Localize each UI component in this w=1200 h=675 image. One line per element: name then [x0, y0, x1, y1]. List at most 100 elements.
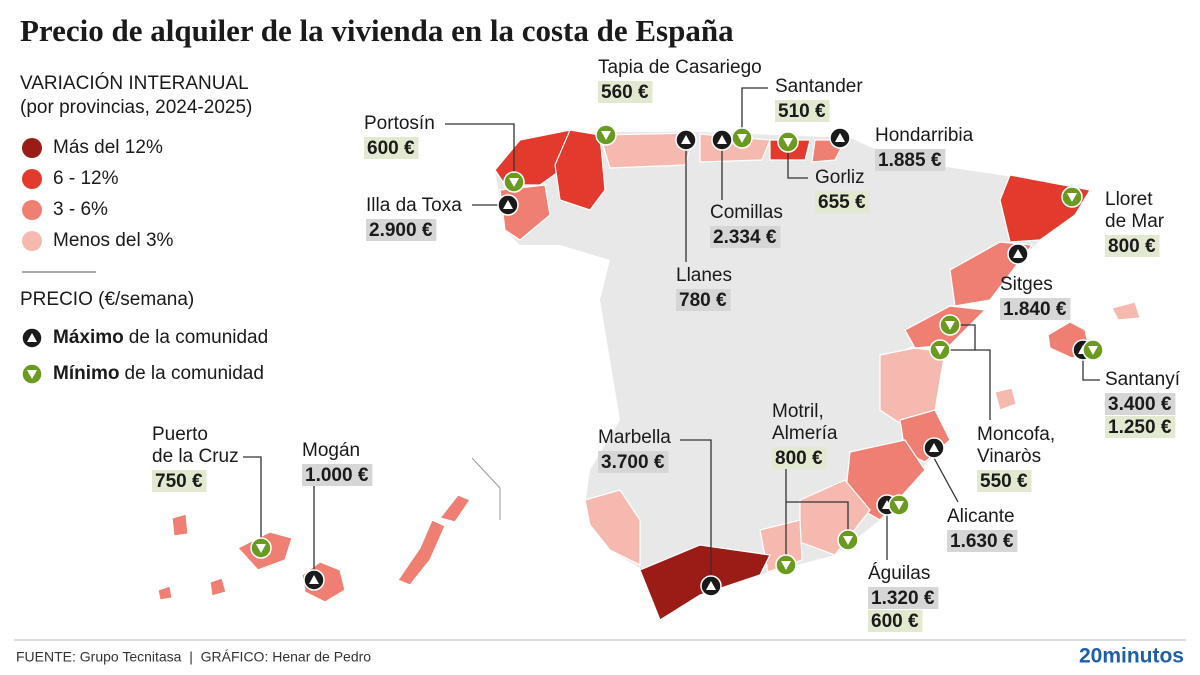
- price-label: 750 €: [155, 471, 203, 492]
- places: Tapia de Casariego 560 € Santander 510 € Por…: [152, 57, 1181, 632]
- marker-arrow: [601, 131, 611, 140]
- price-box: [364, 137, 419, 159]
- price-label: 1.840 €: [1003, 299, 1067, 320]
- price-label: 510 €: [778, 101, 826, 122]
- place-name: Tapia de Casariego: [598, 57, 762, 78]
- leader-line: [933, 457, 959, 503]
- island: [438, 494, 471, 523]
- legend-marker-label: Máximo de la comunidad: [53, 327, 268, 348]
- leader-line: [787, 152, 808, 179]
- price-label: 1.000 €: [305, 465, 369, 486]
- leader-line: [243, 456, 262, 538]
- legend-classes: Más del 12% 6 - 12% 3 - 6% Menos del 3%: [22, 137, 174, 251]
- place-name: Santander: [775, 76, 863, 97]
- price-box: [1000, 298, 1071, 320]
- place-name: Águilas: [868, 563, 930, 584]
- leader-line: [680, 439, 712, 576]
- price-label: 1.630 €: [950, 531, 1014, 552]
- price-label: 3.400 €: [1108, 394, 1172, 415]
- place-name: Vinaròs: [977, 446, 1041, 467]
- marker-arrow: [509, 178, 519, 187]
- price-box: [302, 464, 373, 486]
- marker-arrow: [27, 370, 37, 379]
- price-label: 2.334 €: [713, 227, 777, 248]
- marker-arrow: [935, 346, 945, 355]
- place-name: Mogán: [302, 440, 360, 461]
- mainland: [495, 132, 1090, 620]
- price-box: [947, 530, 1018, 552]
- price-box: [710, 226, 781, 248]
- price-label: 550 €: [980, 471, 1028, 492]
- price-label: 600 €: [871, 611, 919, 632]
- price-box: [875, 149, 946, 171]
- legend-label: Menos del 3%: [53, 230, 174, 251]
- place-name: Alicante: [947, 506, 1015, 527]
- price-box: [868, 610, 923, 632]
- marker-arrow: [717, 135, 727, 144]
- legend-label: 3 - 6%: [53, 199, 108, 220]
- legend-swatch: [22, 231, 42, 251]
- province: [584, 489, 641, 566]
- marker-arrow: [256, 544, 266, 553]
- price-box: [772, 447, 827, 469]
- price-label: 1.320 €: [871, 588, 935, 609]
- legend-marker-bold: Máximo: [53, 327, 124, 348]
- marker-arrow: [929, 443, 939, 452]
- place-name: Puerto: [152, 424, 208, 445]
- place-name: Lloret: [1105, 189, 1153, 210]
- island: [157, 585, 173, 601]
- price-box: [815, 191, 870, 213]
- legend-swatch: [22, 138, 42, 158]
- island: [171, 513, 189, 537]
- marker-arrow: [1067, 193, 1077, 202]
- price-box: [598, 81, 653, 103]
- legend-title: VARIACIÓN INTERANUAL: [20, 72, 249, 94]
- marker-arrow: [894, 501, 904, 510]
- place-name: Llanes: [676, 265, 732, 286]
- price-label: 800 €: [775, 448, 823, 469]
- place-name: de Mar: [1105, 211, 1165, 232]
- legend-label: Más del 12%: [53, 137, 163, 158]
- price-label: 655 €: [818, 192, 866, 213]
- brand: 20minutos: [1079, 645, 1184, 668]
- place-name: Illa da Toxa: [366, 195, 462, 216]
- price-box: [1105, 235, 1160, 257]
- price-box: [366, 219, 437, 241]
- price-box: [1105, 416, 1176, 438]
- price-box: [868, 587, 939, 609]
- legend-swatch: [22, 169, 42, 189]
- marker-arrow: [781, 561, 791, 570]
- marker-arrow: [309, 575, 319, 584]
- price-label: 780 €: [679, 290, 727, 311]
- place-name: Sitges: [1000, 274, 1053, 295]
- price-label: 560 €: [601, 82, 649, 103]
- leader-line: [950, 324, 976, 351]
- leader-line: [975, 349, 991, 420]
- place-name: Almería: [772, 423, 838, 444]
- place-name: Motril,: [772, 401, 824, 422]
- place-name: Santanyí: [1105, 369, 1181, 390]
- price-label: 2.900 €: [369, 220, 433, 241]
- island: [1111, 301, 1141, 321]
- price-box: [152, 470, 207, 492]
- legend-marker-text: de la comunidad: [129, 327, 268, 348]
- marker-arrow: [945, 321, 955, 330]
- place-name: Marbella: [598, 427, 671, 448]
- price-label: 1.885 €: [878, 150, 942, 171]
- place-name: Gorliz: [815, 167, 865, 188]
- place-name: Moncofa,: [977, 424, 1055, 445]
- place-name: de la Cruz: [152, 446, 239, 467]
- marker-arrow: [1013, 249, 1023, 258]
- marker-arrow: [843, 536, 853, 545]
- marker-arrow: [706, 581, 716, 590]
- place-name: Hondarribia: [875, 125, 974, 146]
- legend-price-title: PRECIO (€/semana): [20, 289, 194, 310]
- island: [994, 387, 1017, 411]
- title: Precio de alquiler de la vivienda en la …: [20, 13, 734, 48]
- marker-arrow: [835, 133, 845, 142]
- marker-arrow: [783, 138, 793, 147]
- footer-source: FUENTE: Grupo Tecnitasa | GRÁFICO: Henar…: [16, 649, 371, 665]
